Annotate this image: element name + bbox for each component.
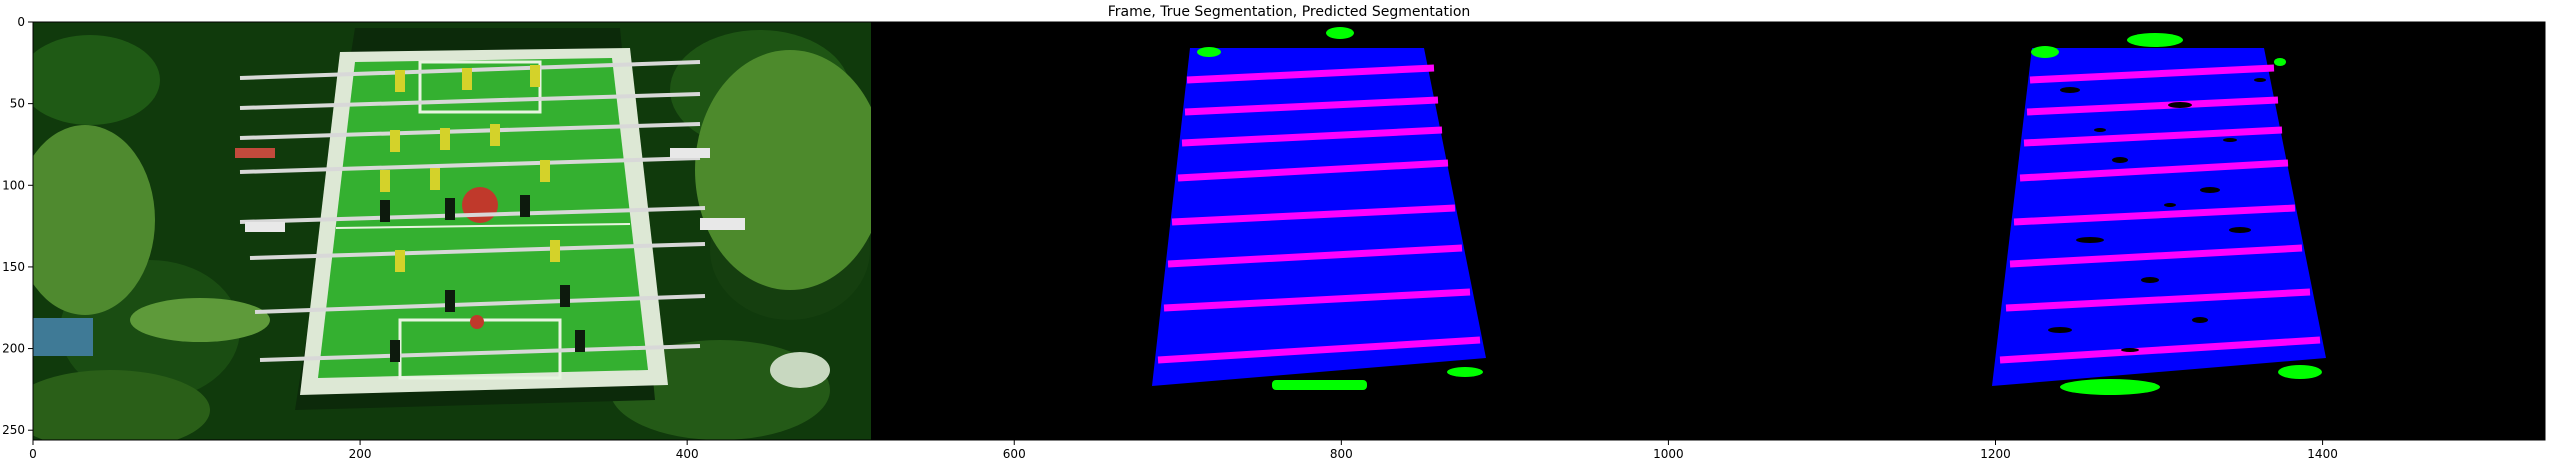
player-right	[695, 50, 871, 290]
pred-rod-masks	[1999, 64, 2321, 364]
y-tick-label: 200	[2, 342, 25, 356]
plot-frame	[32, 21, 2546, 441]
x-tick-label: 400	[676, 447, 699, 461]
frame-panel	[33, 22, 871, 440]
x-tick-label: 0	[29, 447, 37, 461]
x-tick-label: 800	[1330, 447, 1353, 461]
player-left	[33, 125, 155, 315]
true-segmentation-panel	[871, 22, 1705, 440]
y-tick-label: 150	[2, 260, 25, 274]
x-tick-label: 1000	[1653, 447, 1684, 461]
chart-title: Frame, True Segmentation, Predicted Segm…	[1108, 4, 1471, 20]
x-tick-label: 1200	[1980, 447, 2011, 461]
x-axis: 0 200 400 600 800 1000 1200 1400	[29, 440, 2338, 461]
x-tick-label: 1400	[2307, 447, 2338, 461]
y-tick-label: 250	[2, 423, 25, 437]
true-player-masks	[1197, 27, 1483, 390]
pred-player-masks	[2031, 33, 2322, 395]
frame-figures-dark	[380, 195, 585, 362]
frame-rods	[239, 60, 706, 362]
y-tick-label: 100	[2, 178, 25, 192]
y-tick-label: 0	[17, 15, 25, 29]
x-tick-label: 200	[349, 447, 372, 461]
y-axis: 0 50 100 150 200 250	[2, 15, 33, 437]
true-rod-masks	[1157, 64, 1481, 364]
pred-noise	[2048, 78, 2266, 352]
frame-figures	[380, 65, 560, 272]
x-tick-label: 600	[1003, 447, 1026, 461]
y-tick-label: 50	[10, 97, 25, 111]
predicted-segmentation-panel	[1705, 22, 2545, 440]
frame-ball	[470, 315, 484, 329]
